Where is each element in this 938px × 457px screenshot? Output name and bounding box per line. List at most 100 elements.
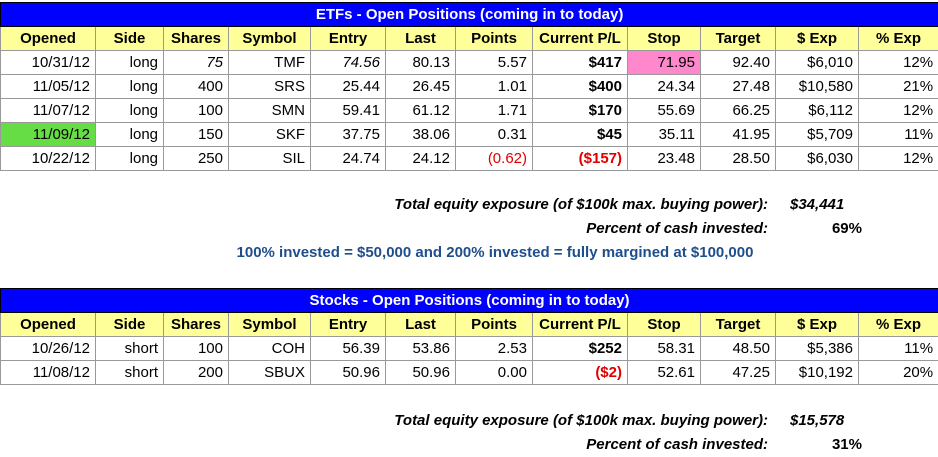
cell: 250 <box>163 146 229 171</box>
cell: 12% <box>857 146 938 171</box>
cell: 24.12 <box>385 146 456 171</box>
cell: $6,010 <box>775 50 859 75</box>
cell: $6,112 <box>775 98 859 123</box>
cell: 11% <box>857 122 938 147</box>
cell: 24.74 <box>310 146 386 171</box>
column-header: $ Exp <box>775 26 859 51</box>
cell: 41.95 <box>700 122 776 147</box>
column-header: Points <box>455 26 533 51</box>
cell: long <box>95 74 164 99</box>
summary-label: Total equity exposure (of $100k max. buy… <box>394 412 768 429</box>
cell: short <box>95 360 164 385</box>
column-header: % Exp <box>857 312 938 337</box>
cell: ($157) <box>532 146 628 171</box>
summary-value: 31% <box>831 436 862 453</box>
cell: 100 <box>163 336 229 361</box>
cell: 400 <box>163 74 229 99</box>
cell: 75 <box>163 50 229 75</box>
column-header: Opened <box>0 312 96 337</box>
table-title: Stocks - Open Positions (coming in to to… <box>0 288 938 313</box>
cell: long <box>95 146 164 171</box>
cell: 1.01 <box>455 74 533 99</box>
cell: $170 <box>532 98 628 123</box>
cell: 56.39 <box>310 336 386 361</box>
cell: 55.69 <box>627 98 701 123</box>
cell: 21% <box>857 74 938 99</box>
summary-label: Percent of cash invested: <box>586 220 768 237</box>
summary-value: $34,441 <box>790 196 845 213</box>
cell: 47.25 <box>700 360 776 385</box>
cell: (0.62) <box>455 146 533 171</box>
cell: 35.11 <box>627 122 701 147</box>
cell: 150 <box>163 122 229 147</box>
cell: short <box>95 336 164 361</box>
cell: 2.53 <box>455 336 533 361</box>
cell: 66.25 <box>700 98 776 123</box>
cell: 0.00 <box>455 360 533 385</box>
cell: 11/08/12 <box>0 360 96 385</box>
column-header: Symbol <box>228 26 311 51</box>
cell: 11/05/12 <box>0 74 96 99</box>
title-row: Stocks - Open Positions (coming in to to… <box>0 288 938 313</box>
cell: 58.31 <box>627 336 701 361</box>
cell: $10,580 <box>775 74 859 99</box>
data-row: 11/08/12 short 200 SBUX 50.96 50.96 0.00 ($2) 52… <box>0 360 938 385</box>
column-header: Current P/L <box>532 312 628 337</box>
column-header: Symbol <box>228 312 311 337</box>
cell: 25.44 <box>310 74 386 99</box>
cell: SRS <box>228 74 311 99</box>
cell: 10/31/12 <box>0 50 96 75</box>
cell: 0.31 <box>455 122 533 147</box>
cell: 10/22/12 <box>0 146 96 171</box>
column-header: Points <box>455 312 533 337</box>
cell: 23.48 <box>627 146 701 171</box>
column-header: Stop <box>627 312 701 337</box>
cell: SIL <box>228 146 311 171</box>
cell: 48.50 <box>700 336 776 361</box>
stocks-table: Stocks - Open Positions (coming in to to… <box>0 288 938 385</box>
column-header: Target <box>700 26 776 51</box>
cell: 26.45 <box>385 74 456 99</box>
column-header: Side <box>95 312 164 337</box>
table-title: ETFs - Open Positions (coming in to toda… <box>0 2 938 27</box>
summary-value: 69% <box>831 220 862 237</box>
cell: 50.96 <box>385 360 456 385</box>
data-row: 10/22/12 long 250 SIL 24.74 24.12 (0.62) ($157)… <box>0 146 938 171</box>
cell: 12% <box>857 50 938 75</box>
column-header: Target <box>700 312 776 337</box>
cell: 28.50 <box>700 146 776 171</box>
column-header: Shares <box>163 26 229 51</box>
summary-label: Total equity exposure (of $100k max. buy… <box>394 196 768 213</box>
cell: 92.40 <box>700 50 776 75</box>
cell: 71.95 <box>627 50 701 75</box>
data-row: 10/31/12 long 75 TMF 74.56 80.13 5.57 $417 71.95… <box>0 50 938 75</box>
cell: 50.96 <box>310 360 386 385</box>
cell: 52.61 <box>627 360 701 385</box>
cell: 12% <box>857 98 938 123</box>
cell: SMN <box>228 98 311 123</box>
column-header: Entry <box>310 312 386 337</box>
cell: 59.41 <box>310 98 386 123</box>
cell: $5,709 <box>775 122 859 147</box>
cell: $5,386 <box>775 336 859 361</box>
cell: TMF <box>228 50 311 75</box>
cell: $400 <box>532 74 628 99</box>
cell: 10/26/12 <box>0 336 96 361</box>
column-header: Last <box>385 26 456 51</box>
cell: 200 <box>163 360 229 385</box>
cell: $10,192 <box>775 360 859 385</box>
column-header: Opened <box>0 26 96 51</box>
cell: $417 <box>532 50 628 75</box>
cell: 24.34 <box>627 74 701 99</box>
header-row: Opened Side Shares Symbol Entry Last Points Cur… <box>0 26 938 51</box>
column-header: Side <box>95 26 164 51</box>
column-header: Current P/L <box>532 26 628 51</box>
cell: 11/09/12 <box>0 122 96 147</box>
cell: SKF <box>228 122 311 147</box>
data-row: 10/26/12 short 100 COH 56.39 53.86 2.53 $252 58.… <box>0 336 938 361</box>
cell: $252 <box>532 336 628 361</box>
data-row: 11/05/12 long 400 SRS 25.44 26.45 1.01 $400 24.3… <box>0 74 938 99</box>
column-header: Entry <box>310 26 386 51</box>
cell: 11/07/12 <box>0 98 96 123</box>
